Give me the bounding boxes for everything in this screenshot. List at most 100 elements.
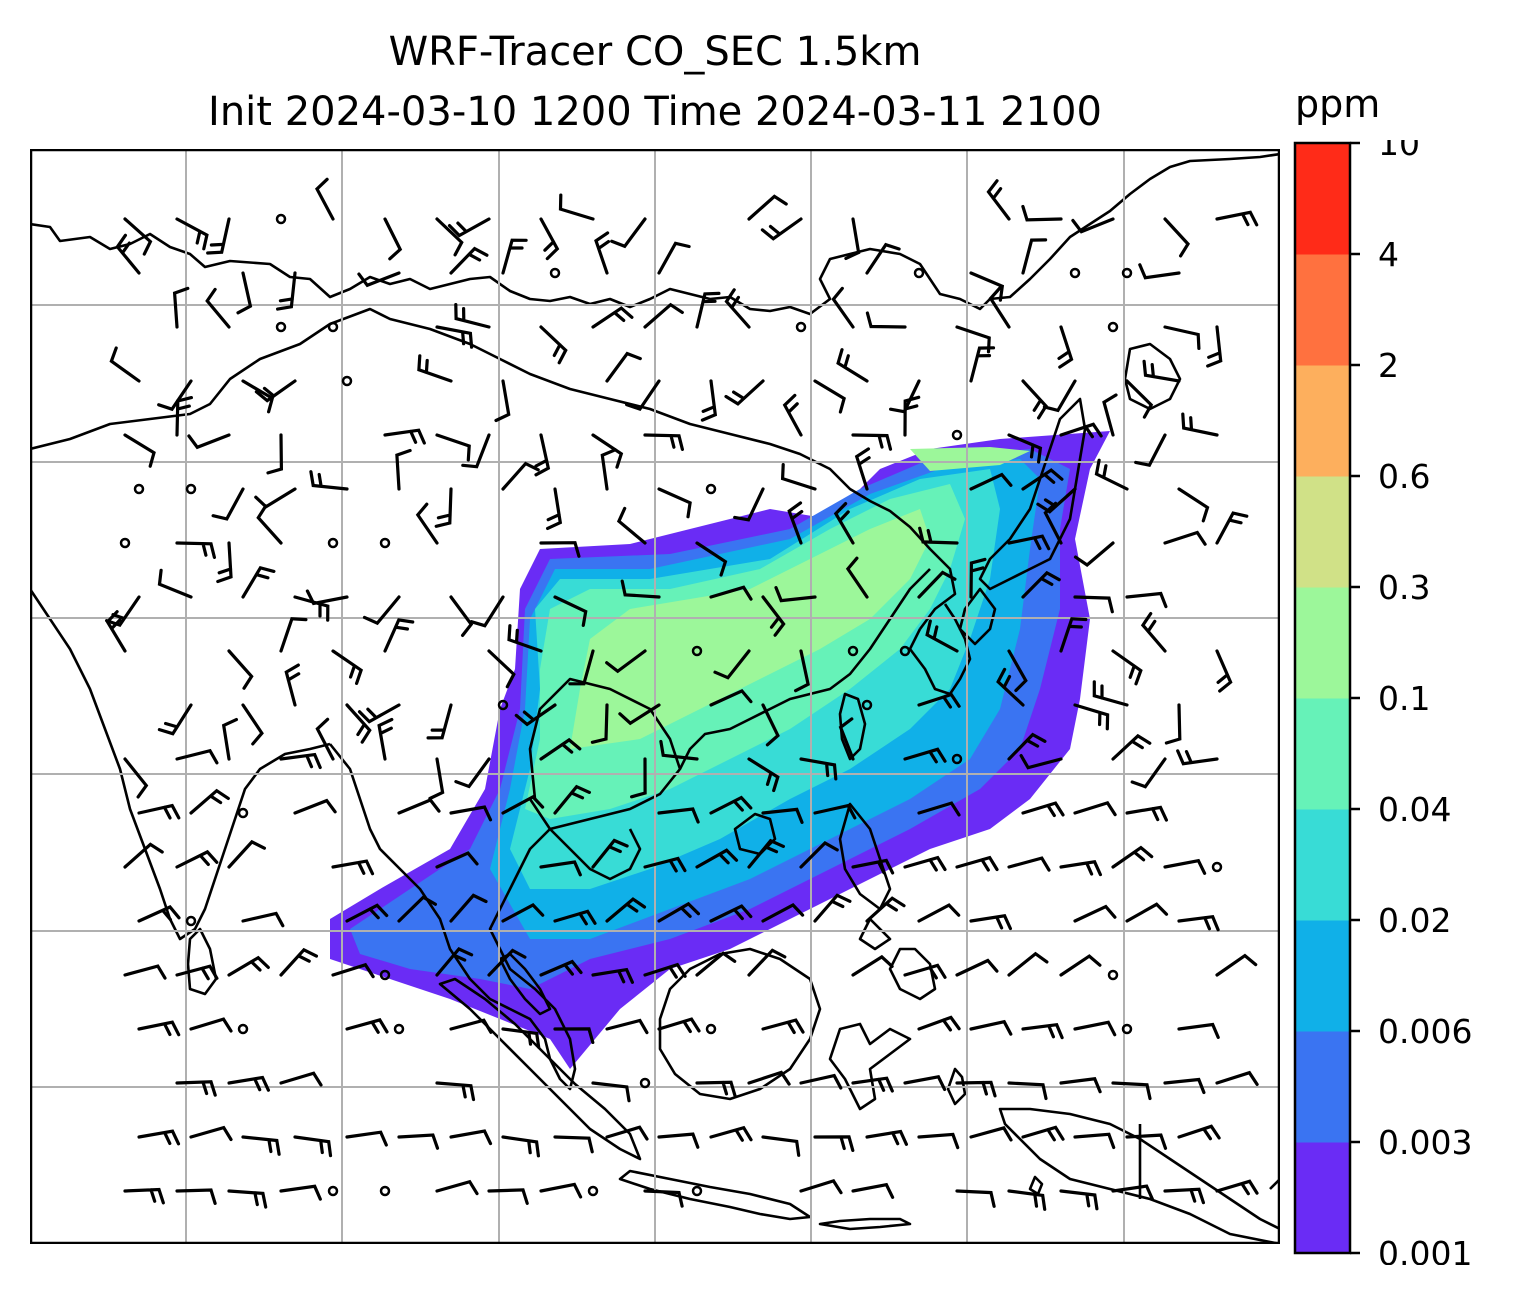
wind-barb: [865, 896, 906, 923]
wind-barb: [293, 595, 330, 622]
wind-barb: [279, 617, 308, 653]
wind-barb: [903, 395, 921, 437]
wind-barb: [172, 286, 190, 329]
wind-barb: [487, 948, 527, 977]
wind-barb: [787, 501, 804, 545]
wind-barb: [241, 1135, 281, 1156]
calm-wind-marker: [861, 699, 873, 711]
wind-barb: [435, 1081, 476, 1102]
calm-wind-marker: [133, 483, 145, 495]
java: [618, 1169, 812, 1221]
wind-barb: [794, 649, 810, 693]
wind-barb: [501, 1135, 540, 1158]
wind-barb: [507, 624, 543, 653]
wind-barb: [695, 541, 728, 577]
calm-wind-marker: [899, 645, 911, 657]
wind-barb: [553, 595, 588, 627]
calm-wind-marker: [1069, 267, 1081, 279]
wind-barb: [659, 739, 699, 761]
wind-barb: [1073, 703, 1110, 731]
wind-barb: [539, 325, 568, 365]
wind-barb: [553, 1135, 594, 1154]
wind-barb: [1057, 325, 1074, 369]
colorbar-swatch: [1295, 587, 1350, 699]
wind-barb: [568, 649, 595, 686]
wind-barb: [799, 757, 838, 781]
wind-barb: [1021, 468, 1064, 491]
wind-barb: [123, 217, 153, 256]
wind-barb: [700, 379, 718, 422]
wind-barb: [733, 487, 765, 522]
wind-barb: [833, 502, 855, 545]
wind-barb: [157, 379, 193, 412]
wind-barb: [553, 784, 591, 815]
colorbar-ticks: 0.001 0.003 0.006 0.02 0.04 0.1 0.3 0.6 2 4 10: [1350, 140, 1472, 1265]
wind-barb: [1130, 757, 1167, 789]
colorbar-tick-label: 10: [1378, 140, 1420, 163]
wind-barb: [175, 396, 193, 437]
wind-barb: [605, 649, 647, 674]
wind-barb: [1177, 1124, 1221, 1141]
wind-barb: [293, 798, 337, 815]
colorbar-swatch: [1295, 920, 1350, 1032]
wind-barb: [345, 703, 372, 744]
wind-barb: [449, 1129, 493, 1146]
small-island-a: [1028, 1175, 1044, 1196]
wind-barb: [501, 794, 545, 815]
wind-barb: [377, 717, 394, 761]
wind-barb: [1094, 458, 1129, 491]
wind-barb: [539, 541, 581, 558]
asia-mainland-coast: [30, 152, 1280, 316]
wind-barb: [761, 595, 786, 637]
wind-barb: [454, 303, 491, 329]
wind-barb: [1073, 1020, 1117, 1037]
wind-barb: [449, 893, 488, 923]
wind-barb: [137, 905, 181, 923]
calm-wind-marker: [705, 1023, 717, 1035]
wind-barb: [227, 955, 270, 977]
wind-barb: [600, 448, 617, 491]
wind-barb: [643, 1189, 684, 1208]
colorbar-tick-label: 0.04: [1378, 790, 1451, 829]
wind-barb: [1059, 617, 1088, 653]
colorbar-tick-label: 2: [1378, 346, 1399, 385]
wind-barb: [845, 556, 869, 599]
wind-barb: [709, 1125, 753, 1142]
wind-barb: [345, 903, 389, 923]
wind-barb: [747, 948, 787, 977]
wind-barb: [1181, 412, 1219, 437]
wind-barb: [917, 692, 961, 709]
wind-barb: [175, 217, 209, 251]
colorbar-swatch: [1295, 143, 1350, 255]
japan-honshu: [978, 397, 1087, 591]
wind-barb: [279, 1071, 323, 1087]
wind-barb: [1215, 1179, 1259, 1196]
wind-barb: [747, 1070, 791, 1086]
wind-barb: [591, 967, 634, 984]
calm-wind-marker: [1211, 861, 1223, 873]
taiwan: [838, 692, 867, 761]
wind-barb: [1140, 612, 1167, 653]
plume-level-6b: [910, 447, 1030, 471]
wind-barb: [1073, 595, 1114, 614]
wind-barb: [395, 448, 412, 491]
wind-barb: [1215, 649, 1233, 693]
wind-barb: [610, 217, 647, 249]
wind-barb: [345, 1018, 389, 1034]
calm-wind-marker: [237, 1023, 249, 1035]
wind-barb: [109, 346, 141, 383]
wind-barb: [227, 1075, 270, 1092]
wind-barb: [747, 838, 785, 869]
wind-barb: [241, 703, 264, 746]
wind-barb: [1043, 501, 1063, 545]
wind-barb: [620, 579, 661, 599]
wind-barb: [501, 903, 545, 923]
wind-barb: [657, 1132, 700, 1149]
wind-barb: [1073, 904, 1117, 923]
wind-barb: [105, 610, 127, 653]
wind-barb: [969, 914, 1012, 931]
wind-barb: [1164, 703, 1182, 745]
calm-wind-marker: [237, 807, 249, 819]
wind-barb: [1007, 856, 1051, 872]
calm-wind-marker: [1121, 1023, 1133, 1035]
